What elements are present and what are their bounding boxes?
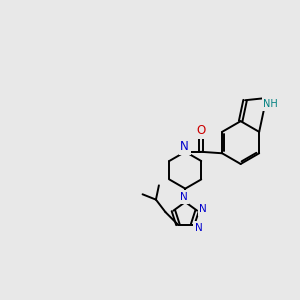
Text: N: N [195, 223, 203, 232]
Text: N: N [180, 140, 189, 153]
Text: NH: NH [263, 99, 278, 109]
Text: O: O [196, 124, 205, 137]
Text: N: N [180, 192, 188, 202]
Text: N: N [199, 204, 207, 214]
